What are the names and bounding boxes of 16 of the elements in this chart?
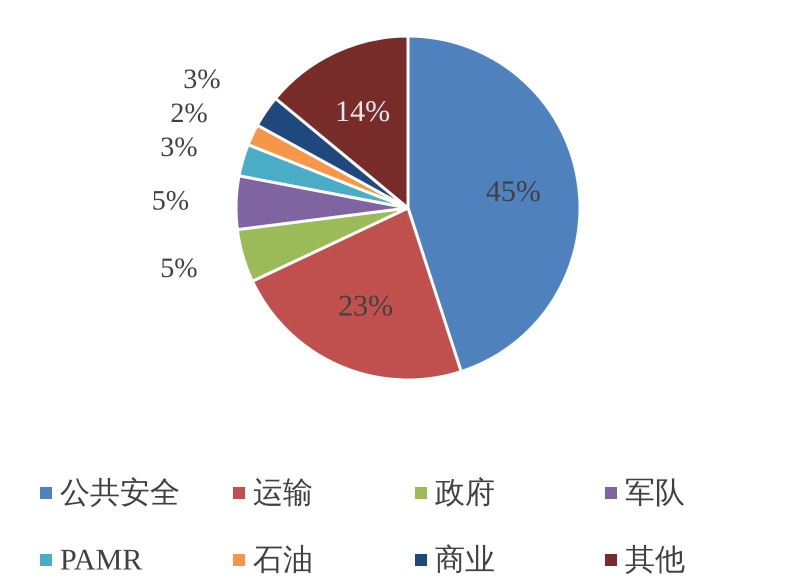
data-label: 5%: [152, 186, 190, 217]
legend-label: 石油: [253, 544, 313, 576]
data-label: 14%: [335, 95, 390, 128]
legend-label: 运输: [253, 476, 313, 510]
data-label: 3%: [160, 132, 198, 163]
legend-label: 其他: [625, 544, 685, 576]
legend-label: 商业: [435, 544, 495, 576]
legend-label: 政府: [435, 476, 495, 510]
data-label: 23%: [338, 289, 394, 322]
legend-label: 军队: [625, 476, 685, 510]
legend-label: PAMR: [60, 544, 142, 576]
data-label: 2%: [170, 98, 208, 129]
legend-label: 公共安全: [60, 476, 180, 510]
data-label: 5%: [160, 253, 198, 284]
data-label: 3%: [183, 64, 221, 95]
data-label: 45%: [486, 174, 541, 208]
